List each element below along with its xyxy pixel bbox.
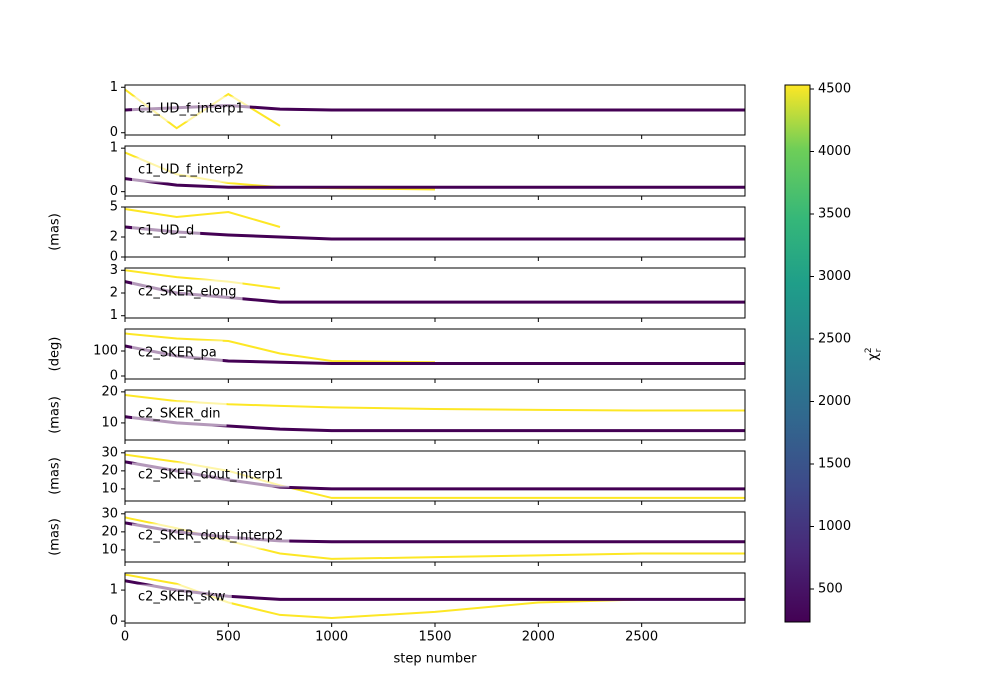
y-tick-label: 1 [110,80,118,95]
y-tick-label: 0 [110,125,118,140]
y-tick-label: 3 [110,263,118,278]
y-tick-label: 10 [101,415,118,430]
y-tick-label: 100 [93,344,118,359]
panel-label-box [132,462,290,488]
y-tick-label: 0 [110,369,118,384]
x-tick-label: 1500 [418,630,451,645]
panel-label: c1_UD_f_interp1 [138,102,244,117]
colorbar-tick-label: 3000 [818,269,851,284]
colorbar-label: χ2r [864,347,884,360]
panel-label-box [132,584,232,610]
trace-line [125,208,281,228]
trace-line [125,225,745,241]
colorbar-tick-label: 2500 [818,332,851,347]
trace-line [125,177,745,189]
colorbar-label-sub: r [874,348,884,352]
panel-label-box [132,96,250,122]
panel-label-box [132,157,250,183]
colorbar-tick-label: 1500 [818,457,851,472]
x-tick-label: 1000 [315,630,348,645]
panel-label: c1_UD_f_interp2 [138,163,244,178]
y-tick-label: 0 [110,250,118,265]
colorbar [785,85,810,622]
panel-label-box [132,401,227,427]
panel-label: c2_SKER_dout_interp2 [138,529,283,544]
panel-label-box [132,523,290,549]
y-axis-label: (mas) [48,518,63,556]
colorbar-tick-label: 2000 [818,394,851,409]
colorbar-frame [784,84,811,623]
y-axis-label: (mas) [48,396,63,434]
y-tick-label: 20 [101,524,118,539]
colorbar-tick-label: 4500 [818,82,851,97]
x-axis-label: step number [394,652,478,667]
x-tick-label: 2500 [625,630,658,645]
y-tick-label: 10 [101,481,118,496]
x-tick-label: 0 [121,630,129,645]
y-tick-label: 2 [110,286,118,301]
panel-label: c1_UD_d [138,224,194,239]
y-axis-label: (deg) [48,337,63,372]
y-tick-label: 20 [101,463,118,478]
panel-label: c2_SKER_pa [138,346,217,361]
colorbar-tick-label: 3500 [818,207,851,222]
panel-label-box [132,279,243,305]
x-tick-label: 2000 [522,630,555,645]
trace-line [125,269,281,290]
y-axis-label: (mas) [48,457,63,495]
x-tick-label: 500 [216,630,241,645]
panel-frame [124,206,746,258]
y-tick-label: 0 [110,184,118,199]
y-tick-label: 20 [101,384,118,399]
trace-line [125,332,436,364]
y-tick-label: 1 [110,141,118,156]
colorbar-tick-label: 4000 [818,144,851,159]
y-tick-label: 30 [101,445,118,460]
y-tick-label: 2 [110,230,118,245]
y-tick-label: 0 [110,614,118,629]
colorbar-label-base: χ [866,353,881,361]
y-tick-label: 1 [110,308,118,323]
y-axis-label: (mas) [48,213,63,251]
y-tick-label: 10 [101,542,118,557]
colorbar-tick-label: 500 [818,582,843,597]
panel-label: c2_SKER_elong [138,285,237,300]
panel-label-box [132,218,201,244]
y-tick-label: 1 [110,583,118,598]
panel-label: c2_SKER_din [138,407,221,422]
panel-label: c2_SKER_skw [138,590,226,605]
panel-label: c2_SKER_dout_interp1 [138,468,283,483]
y-tick-label: 30 [101,506,118,521]
panel-label-box [132,340,223,366]
y-tick-label: 5 [110,200,118,215]
colorbar-label-sup: 2 [864,347,874,353]
colorbar-tick-label: 1000 [818,519,851,534]
